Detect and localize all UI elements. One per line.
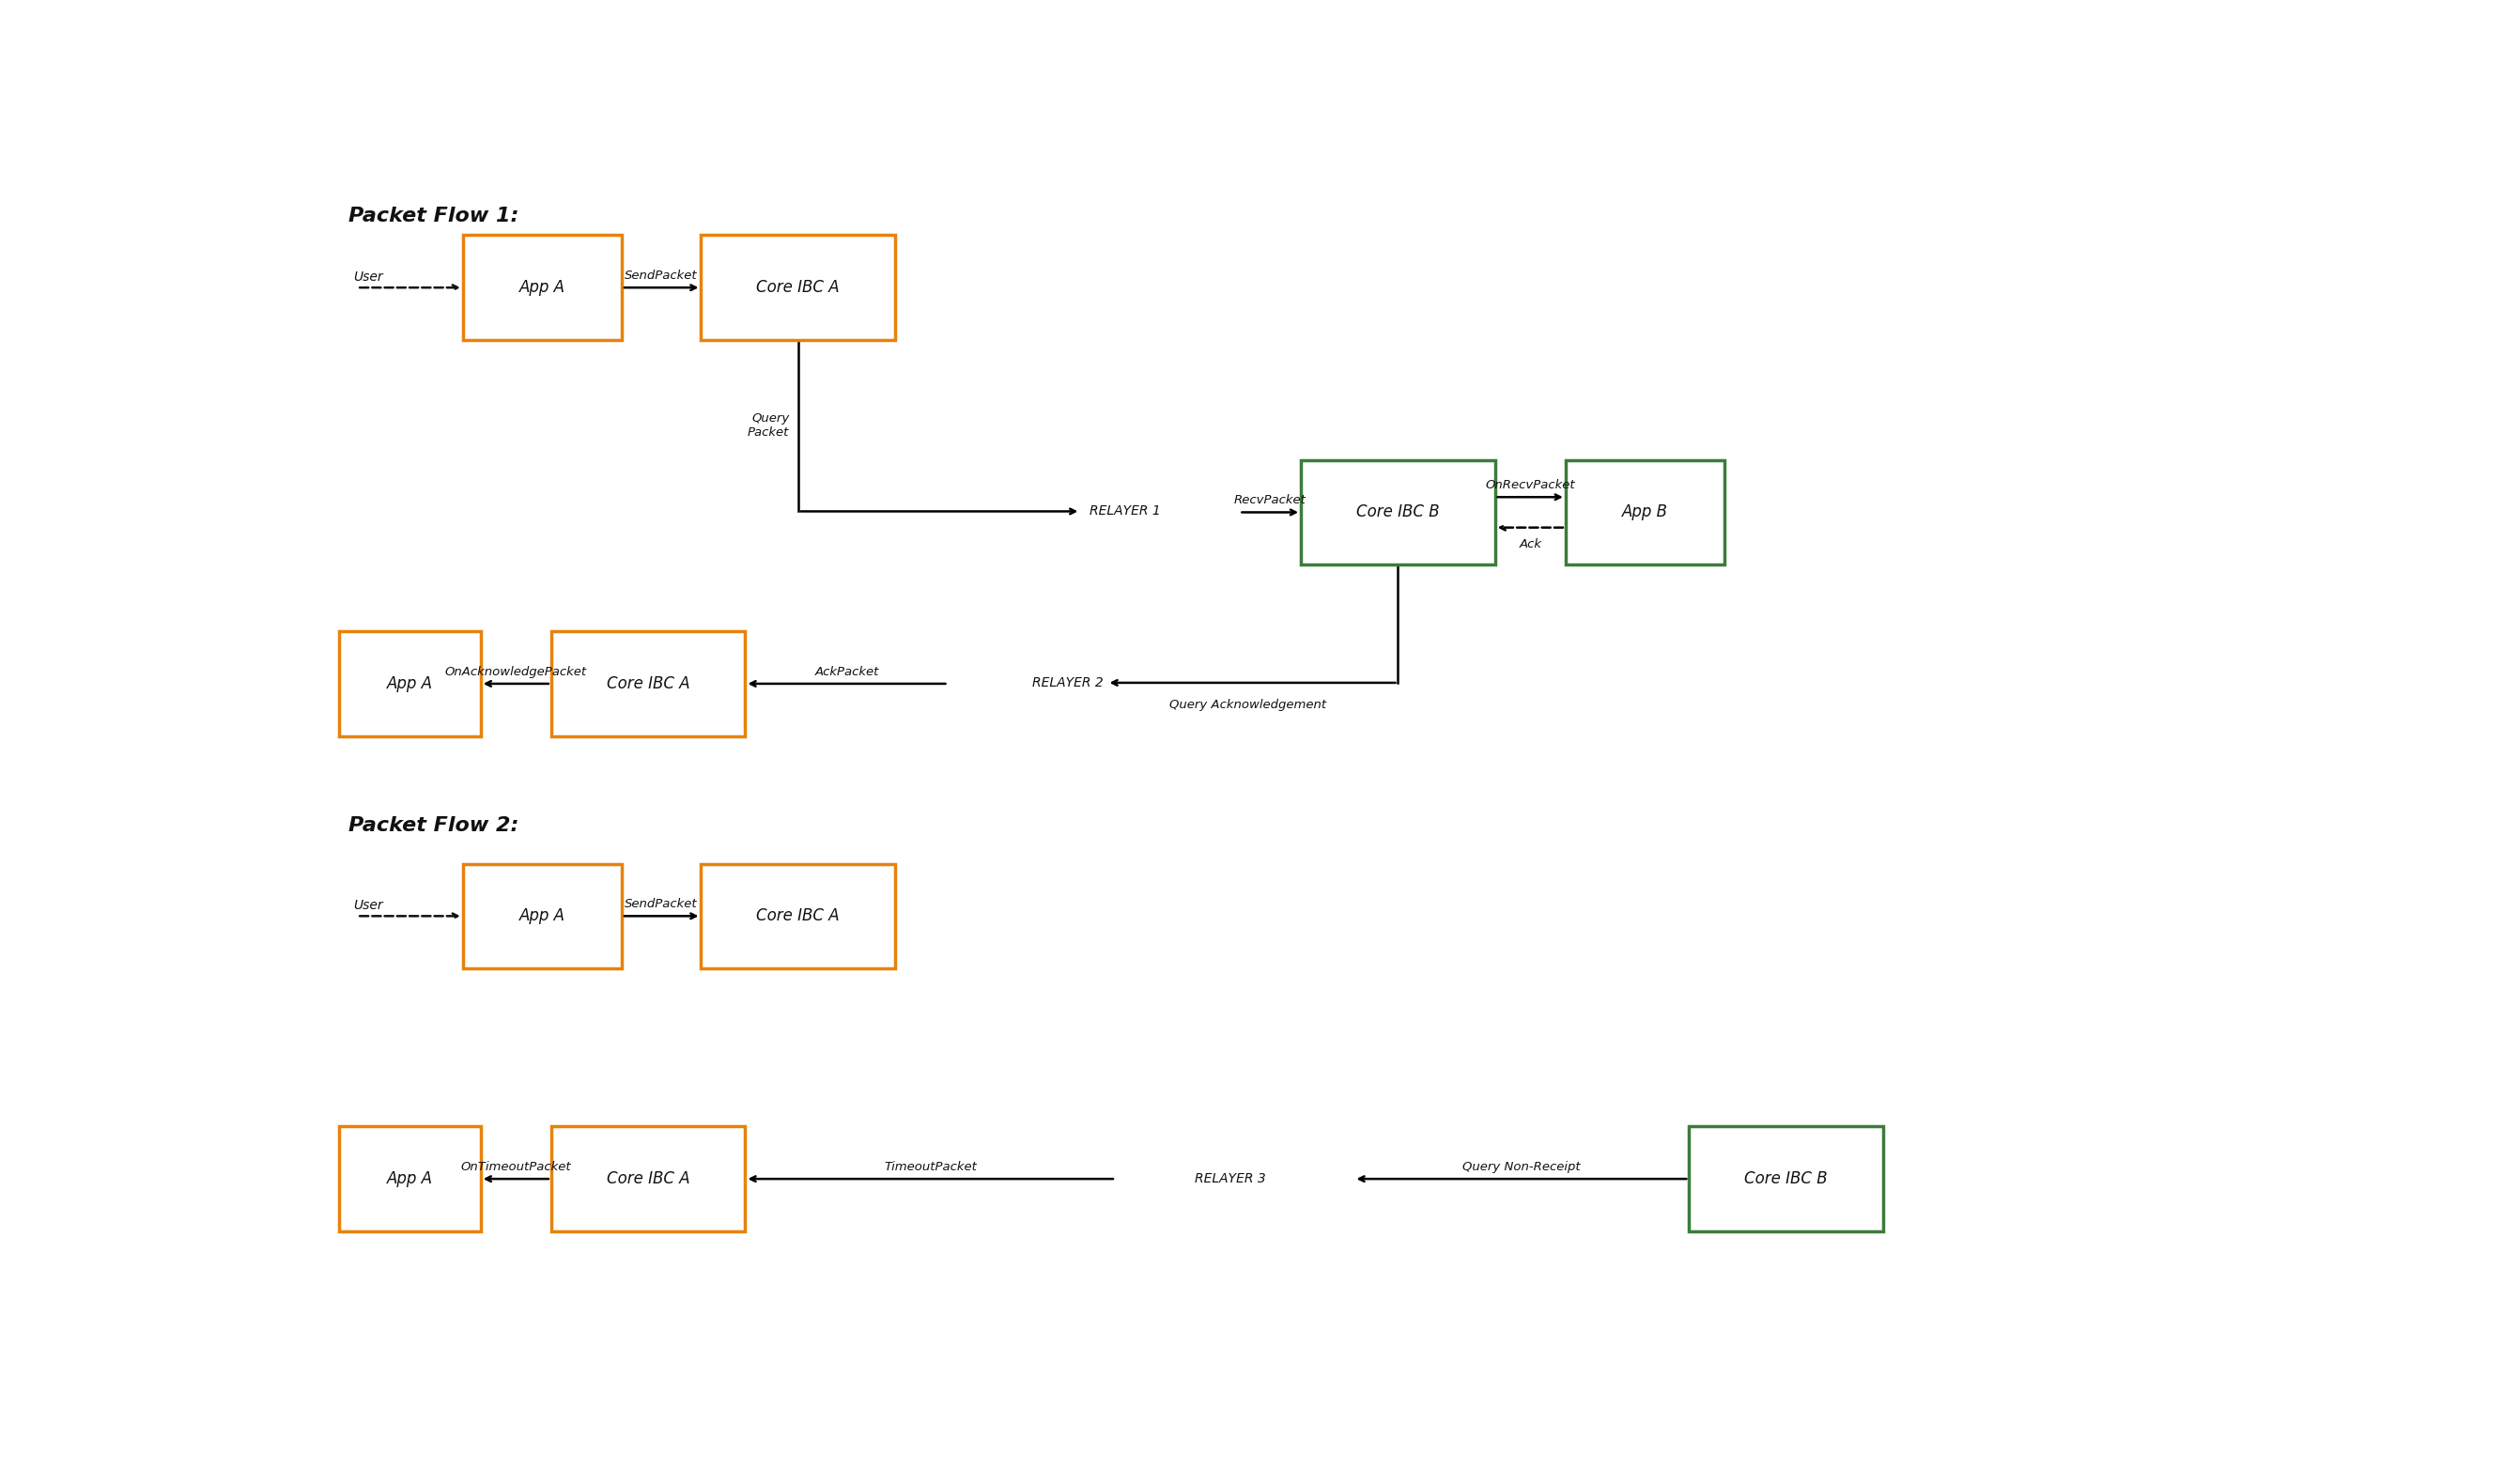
Text: User: User	[353, 899, 383, 913]
Text: Core IBC A: Core IBC A	[606, 1171, 689, 1187]
Text: Query Acknowledgement: Query Acknowledgement	[1169, 699, 1327, 711]
Text: RELAYER 2: RELAYER 2	[1032, 677, 1104, 690]
Text: App A: App A	[388, 675, 433, 692]
Text: App A: App A	[518, 279, 566, 295]
Text: Ack: Ack	[1520, 539, 1542, 551]
Text: Core IBC B: Core IBC B	[1357, 505, 1440, 521]
Bar	[701, 234, 896, 340]
Text: TimeoutPacket: TimeoutPacket	[884, 1160, 977, 1174]
Bar	[341, 1126, 481, 1232]
Text: Core IBC B: Core IBC B	[1745, 1171, 1828, 1187]
Bar	[701, 864, 896, 969]
Bar	[1690, 1126, 1883, 1232]
Text: SendPacket: SendPacket	[626, 270, 699, 282]
Text: Packet Flow 1:: Packet Flow 1:	[348, 206, 518, 226]
Text: RELAYER 3: RELAYER 3	[1194, 1172, 1267, 1186]
Text: OnRecvPacket: OnRecvPacket	[1485, 479, 1575, 491]
Text: App A: App A	[388, 1171, 433, 1187]
Text: Query Non-Receipt: Query Non-Receipt	[1462, 1160, 1580, 1174]
Text: SendPacket: SendPacket	[626, 898, 699, 910]
Text: Core IBC A: Core IBC A	[606, 675, 689, 692]
Text: Core IBC A: Core IBC A	[756, 279, 839, 295]
Bar	[1565, 460, 1725, 565]
Bar	[463, 234, 621, 340]
Text: Packet Flow 2:: Packet Flow 2:	[348, 816, 518, 835]
Text: Query
Packet: Query Packet	[749, 413, 789, 439]
Text: OnTimeoutPacket: OnTimeoutPacket	[461, 1160, 571, 1174]
Text: App B: App B	[1623, 505, 1668, 521]
Text: App A: App A	[518, 908, 566, 925]
Bar	[1302, 460, 1495, 565]
Bar	[463, 864, 621, 969]
Text: RecvPacket: RecvPacket	[1234, 494, 1307, 506]
Text: AckPacket: AckPacket	[814, 666, 879, 678]
Bar	[551, 631, 746, 736]
Bar	[551, 1126, 746, 1232]
Text: Core IBC A: Core IBC A	[756, 908, 839, 925]
Bar	[341, 631, 481, 736]
Text: User: User	[353, 270, 383, 283]
Text: OnAcknowledgePacket: OnAcknowledgePacket	[446, 666, 586, 678]
Text: RELAYER 1: RELAYER 1	[1089, 505, 1159, 518]
